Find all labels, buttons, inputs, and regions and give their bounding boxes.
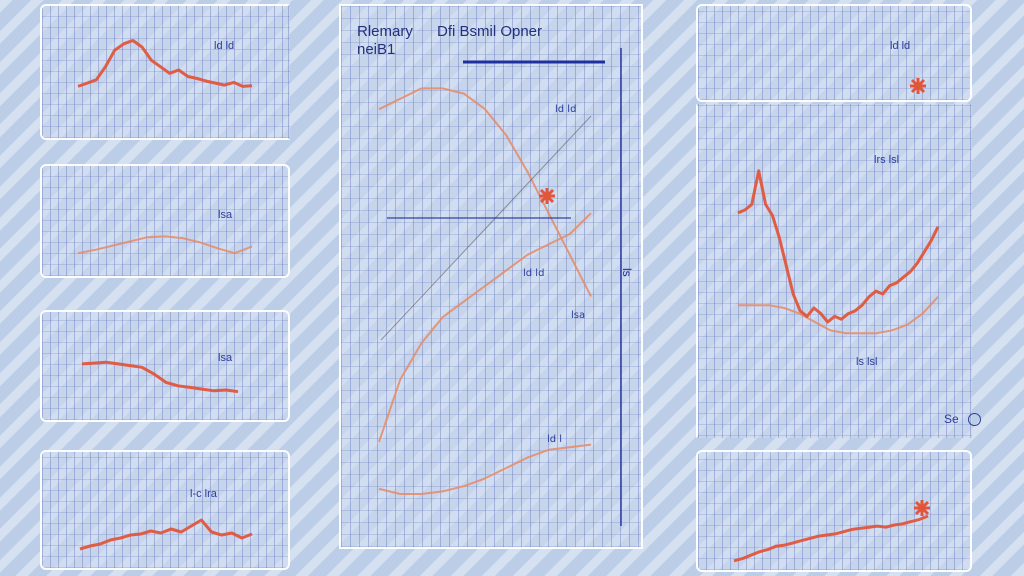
- series-line-4-1: [378, 212, 592, 443]
- series-line-6-1: [738, 296, 939, 335]
- corner-mark: Se: [944, 412, 982, 427]
- panel-label: lsa: [218, 209, 233, 221]
- series-line-7-0: [733, 514, 929, 563]
- chart-panel-right-tall: lrs lsl ls lsl: [696, 104, 972, 438]
- main-label-mid-1: ld ld: [523, 268, 544, 279]
- chart-svg-top-left: [77, 39, 253, 88]
- panel-label: ld ld: [214, 40, 235, 52]
- main-diagonal: [380, 115, 592, 341]
- corner-mark-text: Se: [944, 412, 959, 426]
- chart-svg-bottom-right: [733, 500, 930, 563]
- main-label-mid-2: lsa: [571, 310, 585, 321]
- series-line-2-0: [81, 360, 239, 394]
- chart-svg-bottom-left: [79, 518, 253, 551]
- chart-svg-right-tall: [737, 169, 940, 335]
- main-title-left: Rlemary: [357, 23, 413, 40]
- series-line-1-0: [77, 235, 253, 255]
- panel-label: lrs lsl: [874, 154, 900, 166]
- chart-panel-top-left: ld ld: [40, 4, 290, 140]
- main-label-low: ld l: [547, 434, 562, 445]
- chart-svg-mid-left-2: [81, 360, 239, 394]
- main-chart-svg: Rlemary Dfi Bsmil Opner neiB1 ld ld ld l…: [357, 23, 634, 526]
- main-star-marker: [539, 188, 555, 204]
- main-subtitle: neiB1: [357, 41, 395, 58]
- chart-panel-bottom-right: [696, 450, 972, 572]
- main-title-right: Dfi Bsmil Opner: [437, 23, 542, 40]
- main-side-mark: ls: [620, 268, 634, 277]
- chart-svg-top-right: [910, 78, 926, 94]
- series-line-3-0: [79, 518, 253, 551]
- top-right-star-marker: [910, 78, 926, 94]
- chart-panel-mid-left-2: lsa: [40, 310, 290, 422]
- panel-label: lsa: [218, 352, 233, 364]
- chart-panel-top-right: ld ld: [696, 4, 972, 102]
- series-line-6-0: [737, 169, 940, 324]
- main-chart-panel: Rlemary Dfi Bsmil Opner neiB1 ld ld ld l…: [339, 4, 643, 549]
- main-label-upper: ld ld: [555, 104, 576, 115]
- series-line-4-0: [378, 87, 592, 297]
- chart-panel-bottom-left: l-c lra: [40, 450, 290, 570]
- series-line-4-2: [378, 443, 592, 495]
- panel-label: ls lsl: [856, 356, 878, 368]
- panel-label: ld ld: [890, 40, 911, 52]
- bottom-right-star-marker: [914, 500, 930, 516]
- panel-label: l-c lra: [190, 488, 217, 500]
- series-line-0-0: [77, 39, 253, 88]
- chart-svg-mid-left-1: [77, 235, 253, 255]
- chart-panel-mid-left-1: lsa: [40, 164, 290, 278]
- circle-icon: [968, 413, 982, 427]
